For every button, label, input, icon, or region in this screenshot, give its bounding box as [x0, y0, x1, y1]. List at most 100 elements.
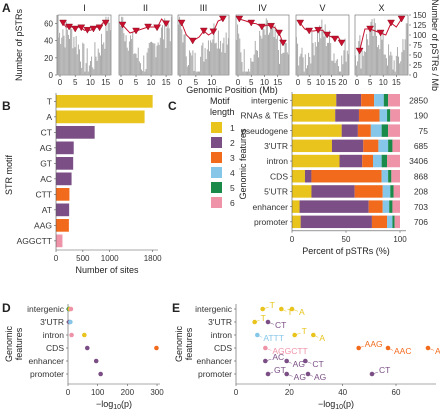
label-leader: [427, 347, 435, 351]
feature-label: promoter: [30, 369, 64, 379]
density-bar: [377, 47, 379, 75]
density-marker: [65, 23, 73, 31]
x-tick-label: 0: [54, 254, 59, 263]
x-tick-label: 1800: [144, 254, 162, 263]
stacked-segment: [392, 200, 400, 213]
density-bar: [326, 42, 328, 75]
density-bar: [255, 50, 257, 75]
x-tick-label: 60: [392, 388, 401, 397]
x-tick-label: 0: [296, 78, 301, 87]
stacked-segment: [311, 170, 382, 183]
motif-point-label: AC: [272, 352, 284, 362]
density-bar: [378, 44, 380, 75]
legend-label: 4: [230, 168, 235, 178]
density-bar: [270, 27, 272, 75]
stacked-segment: [373, 154, 382, 168]
density-bar: [193, 70, 195, 75]
density-bar: [151, 41, 152, 75]
x-tick-label: 10: [316, 78, 325, 87]
x-tick-label: 1000: [101, 254, 119, 263]
density-bar: [248, 68, 250, 75]
density-bar: [184, 34, 186, 75]
density-bar: [138, 61, 140, 75]
stacked-segment: [390, 185, 394, 198]
motif-bar: [56, 234, 63, 248]
label-leader: [307, 373, 314, 377]
stacked-segment: [378, 139, 389, 153]
stacked-segment: [383, 94, 389, 107]
density-bar: [282, 53, 284, 75]
density-marker: [95, 24, 104, 32]
density-bar: [401, 52, 403, 75]
density-bar: [72, 48, 74, 75]
density-bar: [181, 29, 183, 75]
legend-title: length: [210, 107, 235, 117]
density-bar: [342, 64, 344, 75]
y-right-tick-label: 100: [413, 31, 427, 40]
density-bar: [156, 45, 158, 75]
feature-label: enhancer: [29, 356, 65, 366]
stacked-segment: [371, 215, 388, 229]
y-tick-label: 20: [44, 54, 53, 63]
density-bar: [135, 53, 137, 75]
label-leader: [387, 347, 394, 351]
density-bar: [402, 39, 404, 75]
motif-label: CTT: [35, 190, 52, 200]
chromosome-panel-IV: IV 0 5 10 15: [235, 3, 290, 87]
density-bar: [122, 17, 124, 76]
count-label: 703: [414, 202, 428, 212]
density-bar: [302, 57, 304, 75]
density-bar: [313, 55, 315, 75]
density-bar: [158, 44, 160, 75]
density-bar: [240, 52, 242, 75]
legend-swatch: [211, 137, 222, 148]
legend-label: 2: [230, 138, 235, 148]
density-bar: [252, 61, 254, 75]
density-bar: [328, 42, 329, 75]
motif-bar: [56, 188, 70, 201]
x-tick-label: 300: [150, 388, 164, 397]
density-bar: [243, 49, 245, 75]
density-bar: [392, 69, 394, 75]
density-bar: [238, 33, 240, 75]
density-bar: [85, 63, 87, 75]
density-bar: [136, 57, 138, 75]
density-marker: [331, 35, 339, 43]
density-bar: [297, 43, 299, 75]
density-bar: [236, 40, 237, 75]
density-marker: [132, 27, 140, 35]
legend-swatch: [211, 152, 222, 163]
density-bar: [205, 59, 207, 75]
density-bar: [202, 42, 204, 75]
motif-label: GT: [40, 159, 52, 169]
label-leader: [281, 308, 287, 312]
density-bar: [382, 30, 384, 75]
y-right-tick-label: 150: [413, 11, 427, 20]
feature-label: 5'UTR: [264, 187, 288, 197]
label-leader: [294, 332, 301, 336]
density-bar: [362, 55, 364, 75]
stacked-segment: [300, 215, 372, 229]
density-bar: [64, 47, 66, 75]
feature-label: intergenic: [195, 304, 233, 314]
density-bar: [363, 51, 365, 75]
density-bar: [260, 35, 262, 75]
density-bar: [273, 36, 275, 75]
stacked-segment: [339, 154, 363, 168]
y-tick-label: 40: [44, 37, 53, 46]
density-bar: [272, 23, 274, 75]
density-marker: [71, 25, 80, 33]
density-bar: [142, 70, 144, 75]
motif-label: AC: [40, 174, 52, 184]
density-bar: [389, 55, 391, 75]
chromosome-panel-II: II 0 5 10 15: [118, 3, 173, 87]
density-bar: [95, 56, 97, 75]
density-bar: [224, 52, 226, 75]
density-bar: [199, 71, 201, 75]
x-tick-label: 10: [379, 78, 388, 87]
density-bar: [99, 55, 101, 75]
chromosome-label: V: [319, 3, 325, 13]
density-marker: [89, 25, 98, 33]
label-leader: [267, 321, 275, 325]
density-marker: [397, 15, 406, 23]
